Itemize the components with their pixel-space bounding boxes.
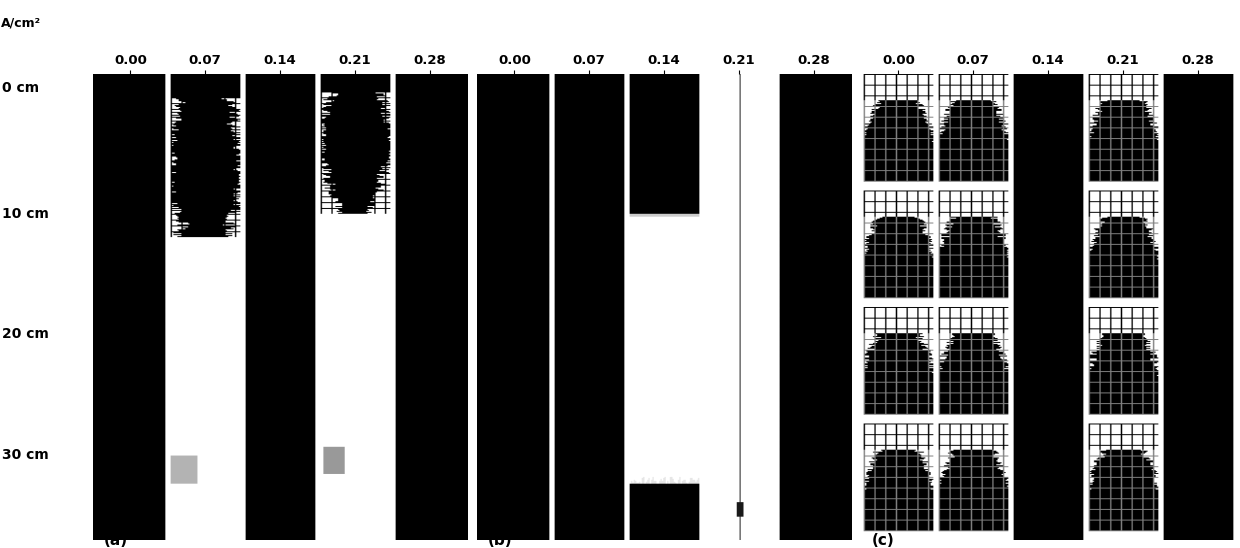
Text: 30 cm: 30 cm (2, 448, 50, 462)
Text: (a): (a) (104, 533, 129, 548)
Text: (b): (b) (489, 533, 513, 548)
Text: A/cm²: A/cm² (1, 16, 41, 30)
Text: 0 cm: 0 cm (2, 81, 40, 95)
Text: 10 cm: 10 cm (2, 207, 50, 221)
Text: (c): (c) (872, 533, 895, 548)
Text: 20 cm: 20 cm (2, 327, 50, 341)
